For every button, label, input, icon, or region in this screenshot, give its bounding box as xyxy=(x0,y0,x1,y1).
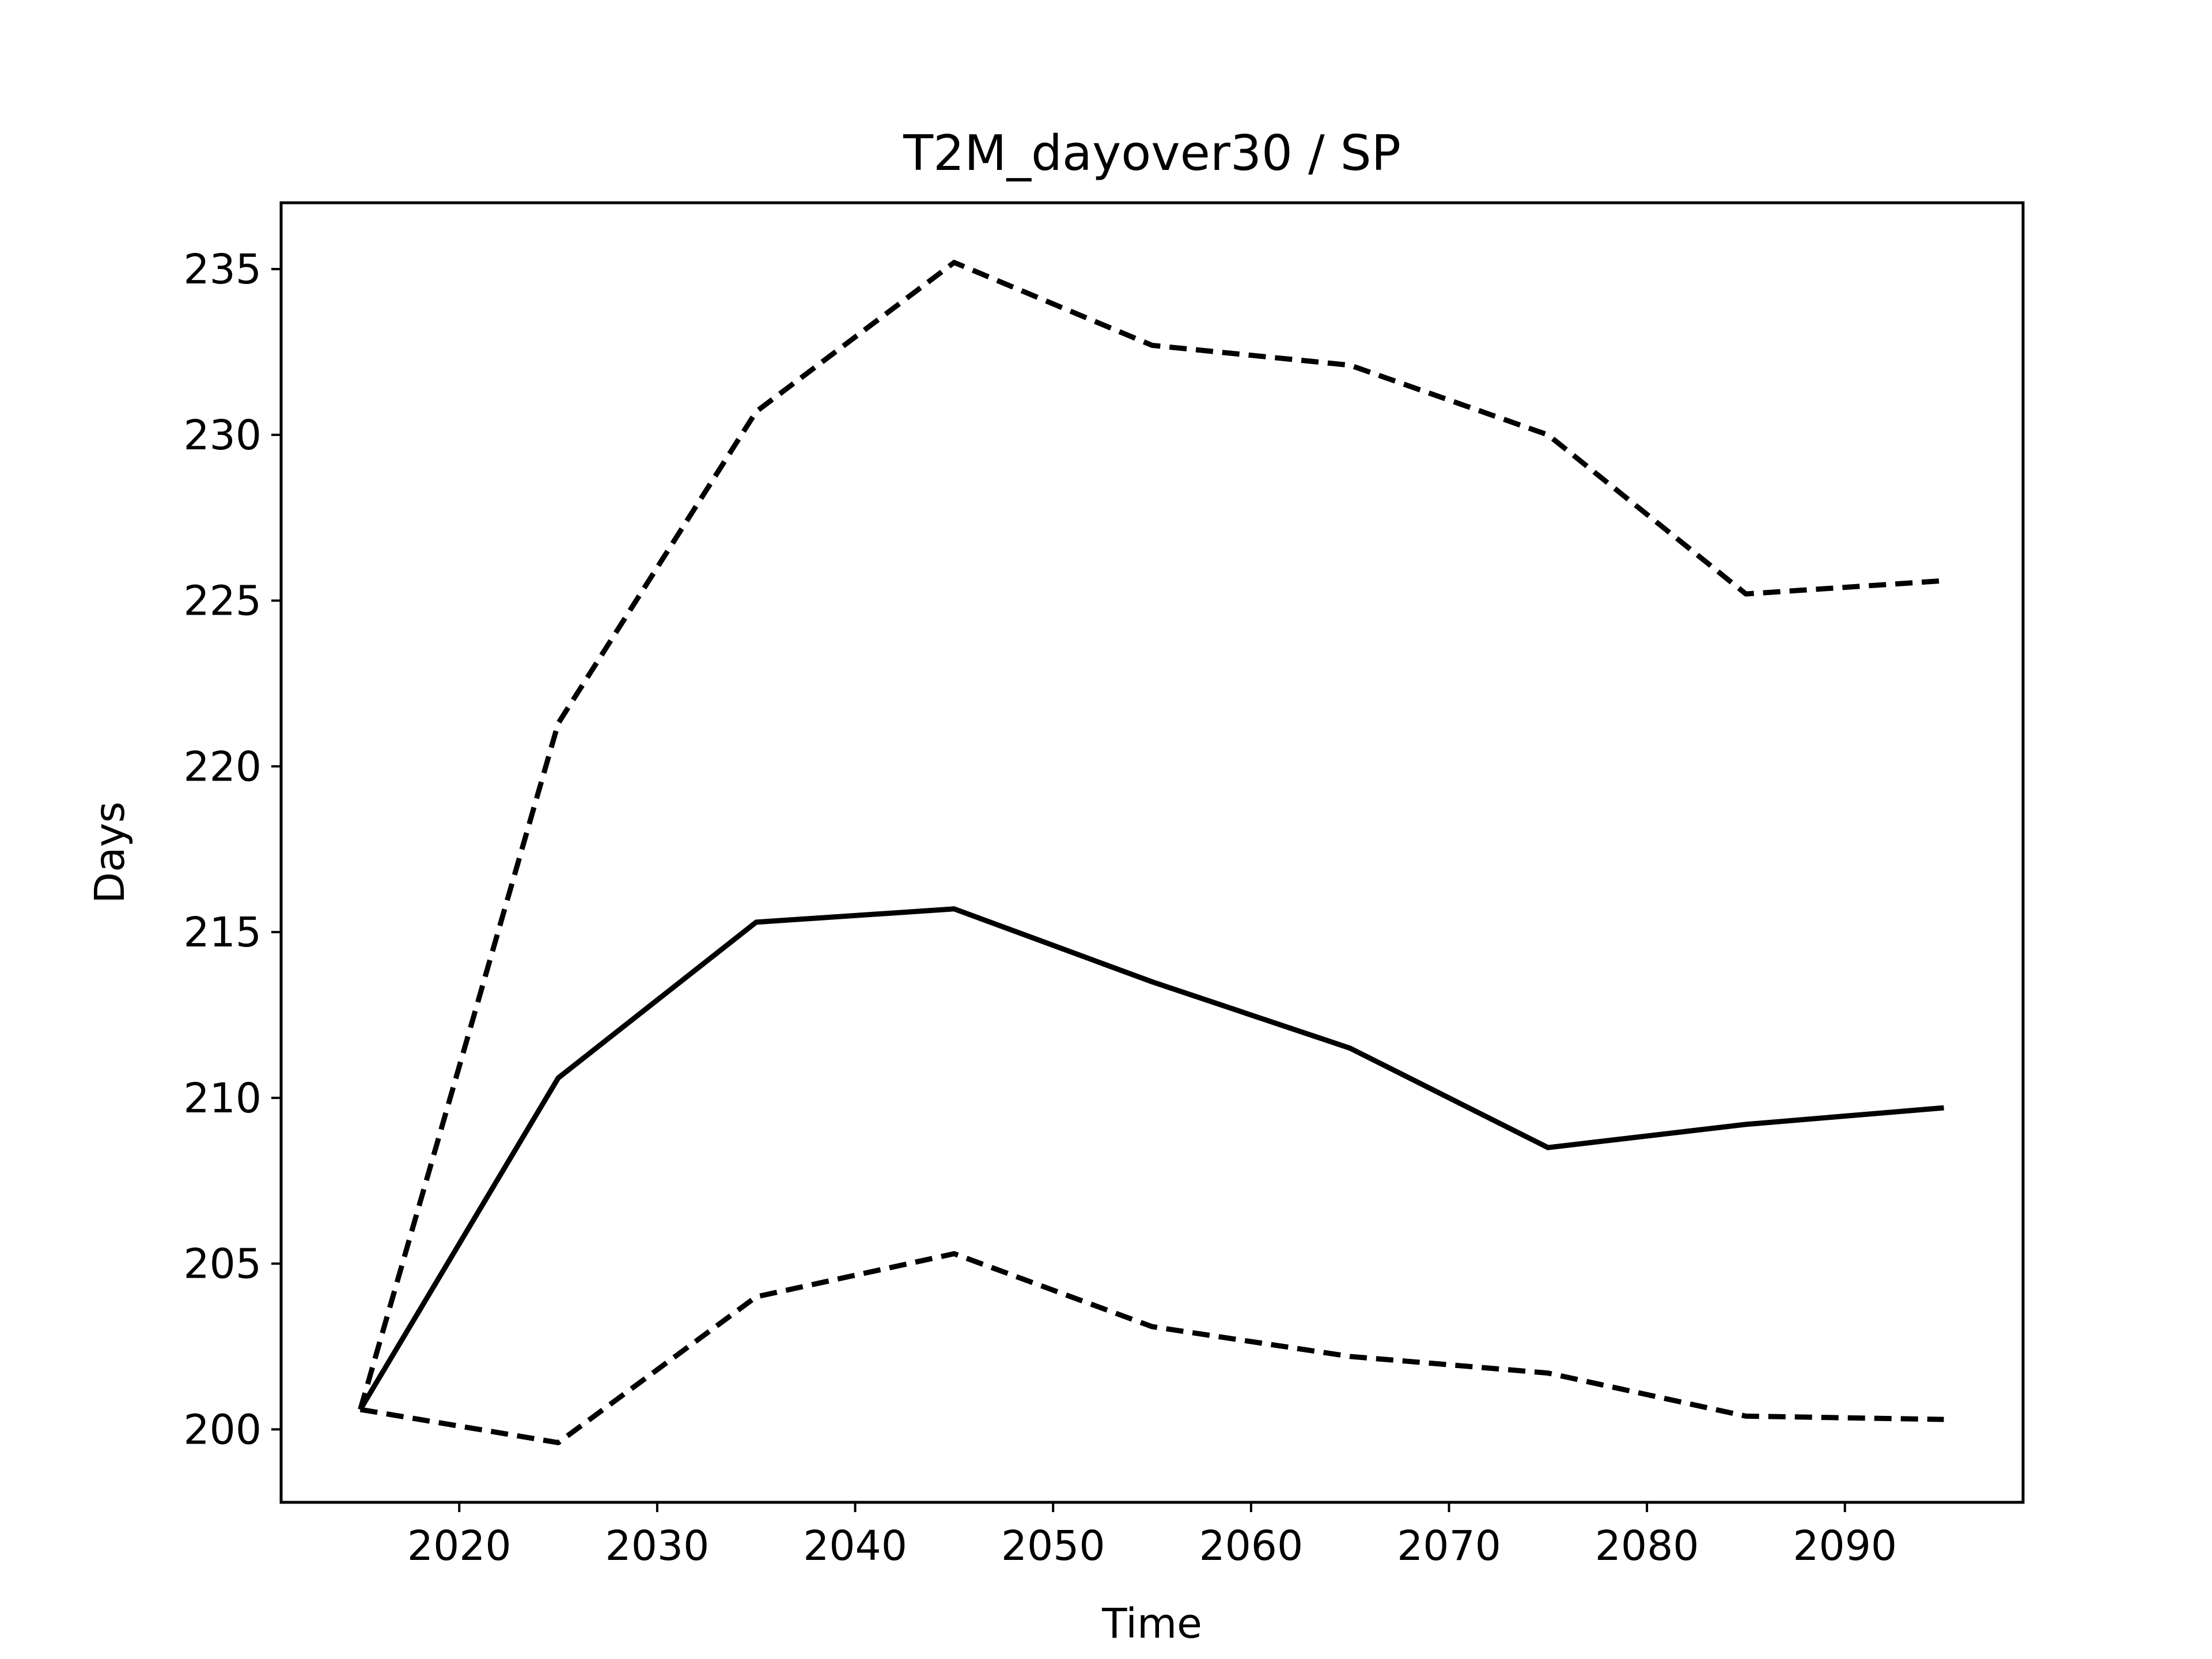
series-line-3 xyxy=(359,1251,1944,1445)
x-tick-label: 2020 xyxy=(407,1522,512,1570)
series-line-1 xyxy=(358,260,1944,1411)
y-axis-label: Days xyxy=(86,801,134,903)
y-tick-label: 210 xyxy=(183,1074,262,1122)
y-tick-label: 220 xyxy=(183,743,262,790)
x-tick-label: 2050 xyxy=(1001,1522,1105,1570)
y-tick-label: 230 xyxy=(183,411,262,459)
x-tick-label: 2030 xyxy=(605,1522,710,1570)
plot-frame xyxy=(279,201,2025,1504)
x-tick-label: 2060 xyxy=(1199,1522,1303,1570)
x-tick-label: 2040 xyxy=(803,1522,907,1570)
plot-area xyxy=(358,260,1944,1445)
y-tick-label: 235 xyxy=(183,245,262,293)
y-tick-label: 200 xyxy=(183,1406,262,1453)
y-tick-label: 205 xyxy=(183,1240,262,1288)
y-tick-label: 215 xyxy=(183,908,262,956)
y-tick-label: 225 xyxy=(183,577,262,625)
series-line-2 xyxy=(358,906,1944,1411)
x-tick-label: 2080 xyxy=(1595,1522,1699,1570)
x-tick-label: 2090 xyxy=(1793,1522,1897,1570)
x-axis: 2020 2030 2040 2050 2060 2070 2080 2090 xyxy=(407,1502,1897,1570)
chart-title: T2M_dayover30 / SP xyxy=(903,125,1401,182)
x-tick-label: 2070 xyxy=(1397,1522,1501,1570)
x-axis-label: Time xyxy=(1101,1600,1202,1647)
y-axis: 200 205 210 215 220 225 230 235 xyxy=(183,245,281,1453)
